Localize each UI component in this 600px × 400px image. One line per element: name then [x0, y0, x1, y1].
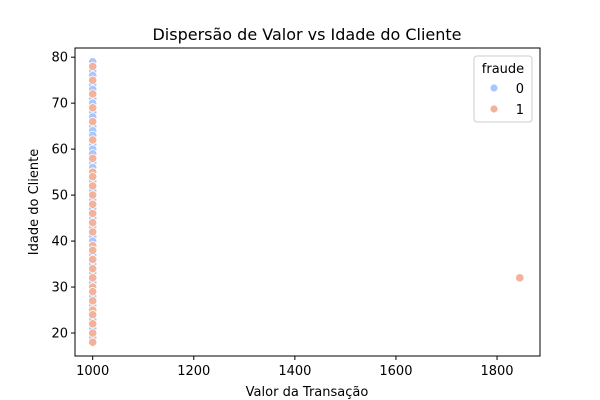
legend-label-0: 0 — [516, 82, 524, 97]
point-fraude-1-3 — [88, 103, 98, 113]
point-fraude-1-18 — [88, 264, 98, 274]
point-fraude-1-0 — [88, 61, 98, 71]
y-axis-label: Idade do Cliente — [27, 149, 42, 255]
point-fraude-1-12 — [88, 208, 98, 219]
legend-marker-1 — [489, 104, 499, 114]
points-layer — [88, 57, 525, 347]
point-fraude-1-17 — [88, 254, 98, 265]
y-tick-label-1: 30 — [51, 281, 68, 296]
chart-title: Dispersão de Valor vs Idade do Cliente — [152, 25, 461, 44]
x-tick-label-3: 1600 — [379, 364, 412, 379]
point-fraude-1-19 — [88, 273, 98, 283]
point-fraude-1-16 — [88, 245, 98, 255]
point-fraude-1-24 — [88, 310, 98, 320]
point-fraude-1-21 — [88, 287, 98, 297]
point-fraude-1-8 — [88, 172, 98, 182]
point-fraude-1-2 — [88, 89, 98, 99]
point-fraude-1-22 — [88, 296, 98, 306]
y-tick-label-4: 60 — [51, 143, 68, 158]
y-tick-label-6: 80 — [51, 51, 68, 66]
x-tick-label-1: 1200 — [177, 364, 210, 379]
y-tick-label-5: 70 — [51, 97, 68, 112]
legend: fraude 0 1 — [473, 55, 533, 123]
y-tick-label-0: 20 — [51, 327, 68, 342]
point-fraude-1-5 — [88, 135, 98, 145]
x-tick-label-4: 1800 — [480, 364, 513, 379]
point-fraude-1-10 — [88, 190, 98, 200]
y-tick-label-3: 50 — [51, 189, 68, 204]
point-fraude-1-9 — [88, 181, 98, 191]
legend-label-1: 1 — [516, 103, 524, 118]
point-fraude-1-27 — [88, 337, 98, 347]
point-fraude-1-4 — [88, 116, 98, 127]
legend-box — [473, 55, 533, 123]
x-axis: 1000 1200 1400 1600 1800 — [76, 356, 514, 379]
legend-marker-0 — [489, 83, 499, 93]
point-fraude-1-6 — [88, 153, 98, 163]
point-fraude-1-1 — [88, 75, 98, 85]
legend-title: fraude — [482, 62, 524, 77]
x-tick-label-0: 1000 — [76, 364, 109, 379]
y-axis: 20 30 40 50 60 70 80 — [51, 51, 75, 342]
point-fraude-1-25 — [88, 319, 98, 329]
x-axis-label: Valor da Transação — [246, 385, 369, 400]
y-tick-label-2: 40 — [51, 235, 68, 250]
point-fraude-1-28 — [515, 273, 525, 283]
point-fraude-1-13 — [88, 218, 98, 228]
point-fraude-1-11 — [88, 199, 98, 209]
point-fraude-1-26 — [88, 328, 98, 338]
plot-frame — [74, 47, 541, 357]
x-tick-label-2: 1400 — [278, 364, 311, 379]
point-fraude-1-14 — [88, 227, 98, 237]
